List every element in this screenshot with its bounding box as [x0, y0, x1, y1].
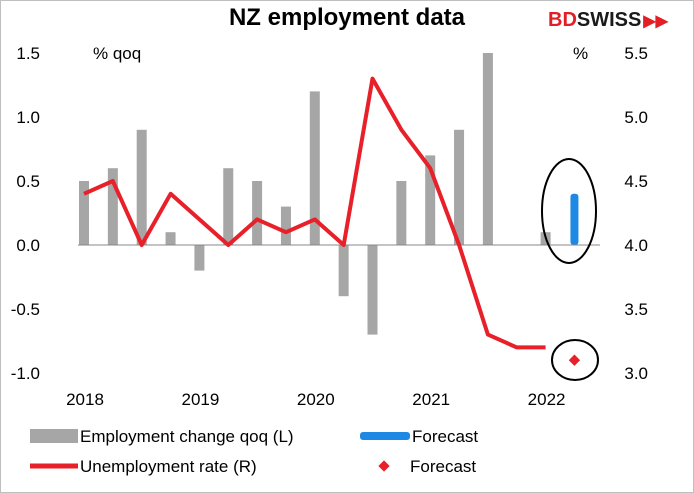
bar-2018Q2 [107, 168, 118, 245]
unemployment-line [83, 76, 546, 350]
legend-label-employment: Employment change qoq (L) [80, 427, 294, 446]
forecast-bar-circle [541, 158, 597, 264]
chart-title: NZ employment data [228, 4, 466, 31]
x-tick-label: 2022 [528, 390, 566, 409]
left-tick-label: 0.0 [16, 236, 40, 255]
bar-2021Q1 [425, 155, 436, 245]
legend-swatch-forecast-bar [360, 432, 410, 440]
legend-label-unemployment: Unemployment rate (R) [80, 457, 257, 476]
x-tick-label: 2021 [412, 390, 450, 409]
right-tick-label: 4.5 [624, 172, 648, 191]
bar-2020Q4 [396, 181, 407, 245]
bar-2021Q3 [482, 53, 493, 245]
right-axis-unit: % [573, 44, 588, 63]
left-tick-label: 0.5 [16, 172, 40, 191]
right-tick-label: 5.5 [624, 44, 648, 63]
bar-2019Q2 [223, 168, 234, 245]
left-axis-unit: % qoq [93, 44, 141, 63]
x-tick-label: 2020 [297, 390, 335, 409]
bar-2019Q4 [280, 206, 291, 245]
right-tick-label: 3.5 [624, 300, 648, 319]
bar-2018Q3 [136, 129, 147, 245]
legend-swatch-employment [30, 429, 78, 443]
bdswiss-logo: BDSWISS ▶▶ [548, 9, 668, 32]
logo-bd-text: BD [548, 9, 577, 31]
legend-swatch-forecast-point [378, 460, 390, 472]
left-tick-label: 1.5 [16, 44, 40, 63]
bar-2020Q2 [338, 245, 349, 297]
forecast-bar-2022Q2 [570, 193, 579, 245]
logo-arrows-icon: ▶▶ [643, 13, 668, 30]
bars-layer [79, 53, 579, 335]
bar-2020Q1 [309, 91, 320, 246]
forecast-point-circle [551, 339, 599, 381]
x-tick-label: 2019 [181, 390, 219, 409]
left-tick-label: -0.5 [11, 300, 40, 319]
ticks-layer: -1.0 -0.5 0.0 0.5 1.0 1.5 3.0 3.5 4.0 4.5 5.0 5.5 20… [11, 44, 648, 409]
legend-label-forecast-bar: Forecast [412, 427, 478, 446]
right-tick-label: 5.0 [624, 108, 648, 127]
legend-label-forecast-point: Forecast [410, 457, 476, 476]
left-tick-label: 1.0 [16, 108, 40, 127]
forecast-point-2022Q2 [568, 354, 581, 366]
bar-2021Q2 [454, 129, 465, 245]
legend: Employment change qoq (L) Forecast Unemp… [30, 427, 478, 476]
bar-2019Q3 [252, 181, 263, 245]
bar-2020Q3 [367, 245, 378, 335]
right-tick-label: 4.0 [624, 236, 648, 255]
bar-2018Q1 [79, 181, 89, 245]
right-tick-label: 3.0 [624, 364, 648, 383]
logo-swiss-text: SWISS [576, 9, 642, 31]
x-tick-label: 2018 [66, 390, 104, 409]
line-layer [83, 76, 581, 366]
bar-2019Q1 [194, 245, 205, 271]
bar-2018Q4 [165, 232, 176, 245]
left-tick-label: -1.0 [11, 364, 40, 383]
